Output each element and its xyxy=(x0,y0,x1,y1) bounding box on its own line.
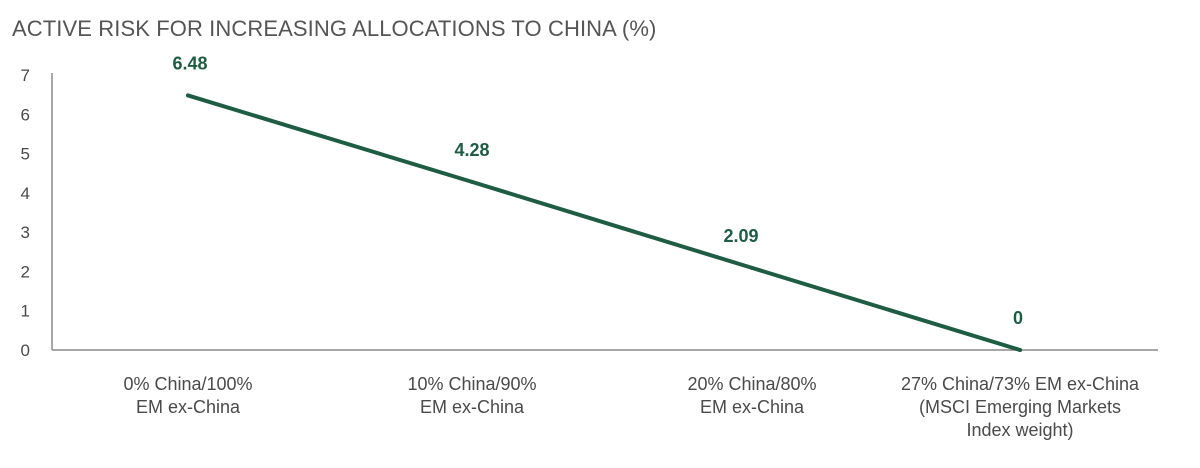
y-tick-label: 7 xyxy=(21,66,30,85)
data-point xyxy=(750,265,754,270)
y-tick-label: 3 xyxy=(21,223,30,242)
data-label: 0 xyxy=(1013,308,1023,328)
data-label: 2.09 xyxy=(723,226,758,246)
data-label: 4.28 xyxy=(454,140,489,160)
x-category-label: 0% China/100% EM ex-China xyxy=(123,374,252,417)
data-point xyxy=(1018,348,1022,352)
series-line xyxy=(186,93,1022,352)
x-category-label: 27% China/73% EM ex-China (MSCI Emerging … xyxy=(901,374,1140,440)
data-point xyxy=(186,93,190,98)
y-tick-label: 5 xyxy=(21,145,30,164)
y-tick-label: 0 xyxy=(21,341,30,360)
data-point xyxy=(470,179,474,184)
x-category-label: 20% China/80% EM ex-China xyxy=(687,374,816,417)
data-label: 6.48 xyxy=(172,53,207,73)
y-tick-label: 1 xyxy=(21,302,30,321)
y-tick-label: 2 xyxy=(21,262,30,281)
chart-title: ACTIVE RISK FOR INCREASING ALLOCATIONS T… xyxy=(12,16,657,41)
y-tick-label: 4 xyxy=(21,184,30,203)
y-tick-label: 6 xyxy=(21,105,30,124)
x-category-label: 10% China/90% EM ex-China xyxy=(407,374,536,417)
